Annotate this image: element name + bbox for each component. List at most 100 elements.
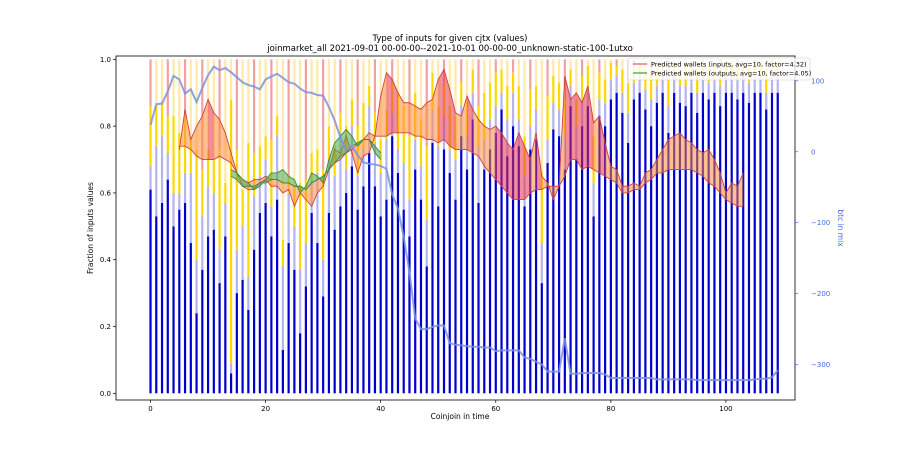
- bar-segment-6-0: [183, 202, 187, 394]
- bar-segment-71-3: [557, 59, 561, 83]
- bar-segment-71-1: [557, 109, 561, 137]
- bar-segment-71-2: [557, 82, 561, 110]
- bar-segment-88-1: [655, 86, 658, 103]
- bar-segment-1-1: [155, 146, 158, 217]
- inputs-fill-78: [628, 182, 634, 193]
- bar-segment-44-1: [402, 162, 405, 210]
- bar-segment-28-3: [310, 59, 313, 153]
- bar-stack-37: [362, 59, 365, 394]
- bar-segment-55-1: [465, 136, 469, 170]
- bar-stack-85: [638, 59, 641, 394]
- bar-stack-86: [644, 59, 647, 394]
- bar-segment-47-0: [419, 199, 423, 394]
- bar-segment-2-0: [160, 202, 164, 394]
- inputs-fill-51: [472, 109, 479, 157]
- inputs-fill-53: [484, 126, 491, 173]
- inputs-fill-40: [409, 102, 416, 137]
- inputs-fill-7: [219, 119, 226, 160]
- legend: Predicted wallets (inputs, avg=10, facto…: [627, 57, 811, 81]
- bar-segment-69-1: [546, 139, 549, 163]
- bar-segment-99-1: [719, 86, 722, 107]
- inputs-fill-68: [570, 92, 577, 160]
- bar-stack-12: [218, 59, 221, 394]
- y-tick-label-4: 0.8: [100, 123, 111, 131]
- bar-segment-90-2: [667, 79, 670, 107]
- bar-stack-103: [742, 59, 745, 394]
- bar-segment-7-2: [189, 139, 192, 173]
- inputs-fill-81: [645, 169, 652, 183]
- inputs-fill-63: [541, 176, 548, 190]
- bar-segment-19-3: [258, 59, 261, 147]
- bar-segment-56-2: [471, 69, 474, 93]
- bar-segment-37-0: [362, 186, 365, 394]
- bar-segment-57-3: [477, 59, 480, 107]
- bar-segment-65-3: [523, 59, 526, 137]
- bar-stack-77: [592, 59, 595, 394]
- bar-segment-19-1: [258, 176, 261, 213]
- bar-segment-108-1: [770, 72, 774, 93]
- bar-segment-23-1: [281, 266, 284, 350]
- bar-segment-2-2: [160, 102, 164, 137]
- bar-segment-87-1: [650, 99, 653, 127]
- bar-segment-10-2: [206, 149, 210, 187]
- bar-segment-16-0: [241, 279, 244, 394]
- inputs-fill-70: [582, 86, 588, 170]
- bar-segment-97-1: [707, 82, 710, 100]
- bar-segment-82-1: [621, 92, 624, 113]
- bar-segment-45-1: [408, 199, 411, 237]
- bar-segment-9-1: [201, 216, 204, 270]
- bar-segment-10-0: [206, 236, 210, 394]
- bar-segment-4-0: [172, 226, 175, 394]
- bar-segment-39-2: [373, 112, 377, 143]
- bar-segment-31-0: [327, 212, 331, 394]
- bar-segment-70-2: [552, 76, 555, 103]
- bar-segment-46-3: [414, 59, 417, 93]
- bar-segment-24-0: [287, 243, 290, 394]
- bar-segment-40-0: [379, 216, 382, 394]
- bar-segment-18-2: [253, 152, 256, 197]
- bar-segment-17-3: [247, 59, 250, 143]
- bar-segment-96-0: [701, 92, 705, 394]
- inputs-fill-95: [725, 182, 732, 203]
- inputs-fill-8: [225, 132, 232, 163]
- y2-tick-label-2: −100: [811, 219, 830, 227]
- inputs-fill-52: [478, 119, 485, 167]
- bar-segment-18-0: [253, 249, 256, 394]
- bar-segment-37-3: [362, 59, 365, 103]
- bar-segment-108-0: [770, 92, 774, 394]
- inputs-fill-4: [202, 99, 209, 160]
- bar-segment-62-3: [506, 59, 509, 87]
- bar-stack-56: [471, 59, 474, 394]
- bar-segment-16-1: [241, 226, 244, 280]
- bar-stack-27: [304, 59, 307, 394]
- bar-segment-50-0: [437, 206, 440, 394]
- bar-segment-38-1: [368, 106, 371, 153]
- bar-segment-32-0: [333, 229, 336, 394]
- bar-segment-62-2: [506, 86, 509, 120]
- bar-segment-27-1: [304, 243, 307, 287]
- bar-segment-0-3: [149, 59, 152, 107]
- bar-segment-85-0: [638, 92, 641, 394]
- bar-segment-71-0: [557, 136, 561, 394]
- bar-segment-73-1: [569, 86, 572, 107]
- bar-segment-103-0: [742, 92, 745, 394]
- y-axis-label: Fraction of inputs values: [86, 182, 95, 274]
- bar-stack-9: [201, 59, 204, 394]
- bar-segment-15-1: [235, 249, 238, 294]
- bar-segment-33-3: [339, 59, 342, 113]
- bar-segment-27-0: [304, 286, 307, 394]
- bar-segment-76-0: [586, 106, 589, 394]
- bar-segment-36-0: [356, 209, 359, 394]
- bar-segment-35-0: [350, 166, 354, 394]
- bar-segment-81-2: [615, 66, 618, 77]
- bar-segment-61-2: [500, 69, 503, 93]
- bar-stack-99: [719, 59, 722, 394]
- inputs-fill-83: [656, 149, 663, 173]
- bar-segment-90-1: [667, 106, 670, 133]
- bar-segment-30-2: [322, 169, 325, 260]
- bar-segment-63-1: [511, 92, 515, 127]
- inputs-fill-92: [708, 149, 715, 187]
- bar-segment-28-0: [310, 212, 313, 394]
- bar-segment-104-1: [747, 82, 751, 103]
- bar-stack-29: [316, 59, 319, 394]
